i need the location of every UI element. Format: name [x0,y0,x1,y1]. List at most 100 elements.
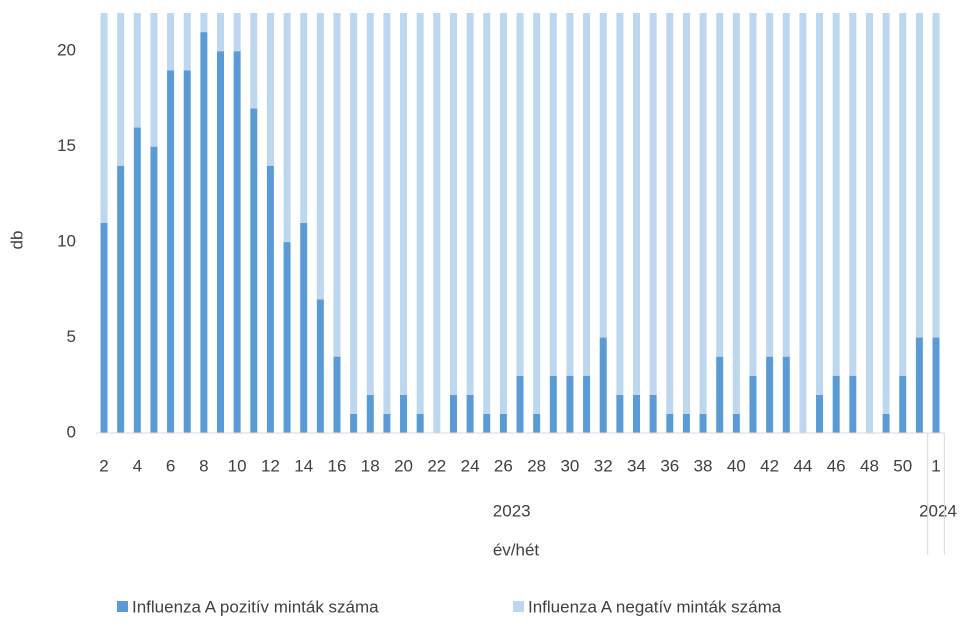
bar-segment [533,13,541,414]
bar-segment [583,13,591,376]
legend-swatch [117,601,128,612]
bar-segment [333,13,341,357]
bar-segment [250,108,258,434]
x-tick-label: 30 [560,456,579,475]
bar-segment [566,375,574,433]
bar-segment [616,13,624,395]
bar-segment [416,13,424,414]
y-axis-label: db [7,231,26,250]
bar-segment [516,375,524,433]
bar-segment [716,356,724,433]
bar-segment [316,13,324,300]
bar-segment [899,375,907,433]
bar-segment [849,13,857,376]
bar-segment [133,127,141,433]
bar-segment [466,13,474,395]
bar-segment [849,375,857,433]
x-tick-label: 10 [228,456,247,475]
bar-segment [117,13,125,166]
bar-segment [167,70,175,433]
bar-segment [816,394,824,433]
x-tick-label: 36 [660,456,679,475]
bar-segment [732,13,740,414]
x-tick-label: 6 [166,456,175,475]
y-tick-label: 10 [57,232,76,251]
y-tick-label: 0 [67,422,76,441]
bar-segment [599,13,607,338]
bar-segment [366,394,374,433]
bar-segment [682,13,690,414]
bar-segment [283,13,291,243]
bar-segment [183,70,191,433]
bar-segment [882,13,890,414]
bar-segment [732,413,740,433]
x-tick-label: 48 [860,456,879,475]
bar-segment [832,375,840,433]
bar-segment [300,13,308,223]
x-tick-label: 34 [627,456,646,475]
legend-label: Influenza A negatív minták száma [528,597,782,616]
bar-segment [766,356,774,433]
bar-segment [699,413,707,433]
x-tick-label: 16 [328,456,347,475]
bar-segment [666,13,674,414]
bar-segment [183,13,191,71]
bar-segment [133,13,141,128]
x-tick-label: 40 [727,456,746,475]
bar-segment [300,223,308,433]
bar-segment [416,413,424,433]
x-tick-label: 46 [827,456,846,475]
bar-segment [633,13,640,395]
bar-segment [383,13,391,414]
x-tick-label: 4 [133,456,142,475]
bar-segment [333,356,341,433]
bar-segment [716,13,724,357]
bar-segment [499,13,507,414]
bar-segment [449,394,457,433]
bar-segment [150,13,158,147]
bar-segment [816,13,824,395]
bar-segment [649,13,657,395]
bar-segment [350,413,358,433]
bar-segment [383,413,391,433]
bar-segment [217,51,224,433]
x-tick-label: 50 [893,456,912,475]
bar-segment [649,394,657,433]
bar-segment [283,242,291,433]
bar-segment [566,13,574,376]
x-tick-label: 2 [99,456,108,475]
bar-segment [266,13,274,166]
bar-segment [433,13,441,433]
x-tick-label: 8 [199,456,208,475]
bar-segment [483,413,491,433]
legend-swatch [513,601,524,612]
bar-segment [350,13,358,414]
bar-segment [599,337,607,433]
bar-segment [250,13,258,109]
bar-segment [266,165,274,433]
bar-segment [400,13,408,395]
bar-segment [100,13,108,223]
x-tick-label: 44 [793,456,812,475]
bar-segment [200,32,208,433]
x-tick-label: 38 [694,456,713,475]
bar-segment [749,375,757,433]
bar-segment [932,337,940,433]
x-tick-label: 42 [760,456,779,475]
bar-segment [616,394,624,433]
bar-segment [782,13,790,357]
bar-segment [449,13,457,395]
bar-segment [832,13,840,376]
bar-segment [167,13,175,71]
x-group-label: 2024 [919,501,957,520]
bar-segment [316,299,324,433]
bar-segment [932,13,940,338]
bar-segment [200,13,208,33]
bar-segment [233,51,241,433]
x-tick-label: 32 [594,456,613,475]
x-tick-label: 1 [931,456,940,475]
bar-segment [865,13,873,433]
bar-segment [782,356,790,433]
bar-segment [583,375,591,433]
